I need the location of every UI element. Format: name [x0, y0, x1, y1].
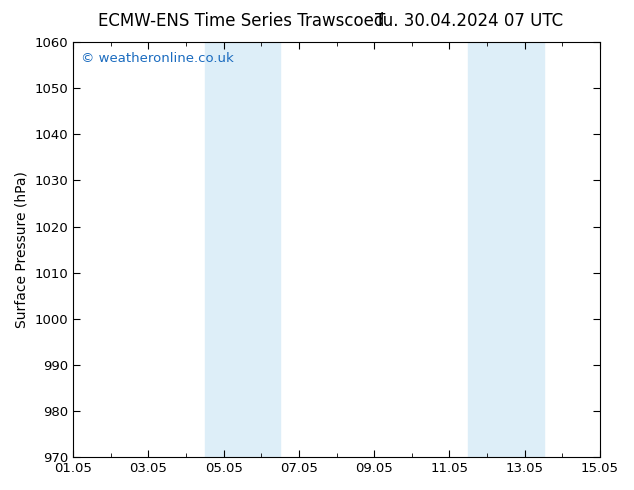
Bar	[469, 42, 543, 457]
Text: Tu. 30.04.2024 07 UTC: Tu. 30.04.2024 07 UTC	[375, 12, 563, 30]
Y-axis label: Surface Pressure (hPa): Surface Pressure (hPa)	[15, 171, 29, 328]
Text: © weatheronline.co.uk: © weatheronline.co.uk	[81, 52, 234, 66]
Bar	[205, 42, 280, 457]
Text: ECMW-ENS Time Series Trawscoed: ECMW-ENS Time Series Trawscoed	[98, 12, 384, 30]
